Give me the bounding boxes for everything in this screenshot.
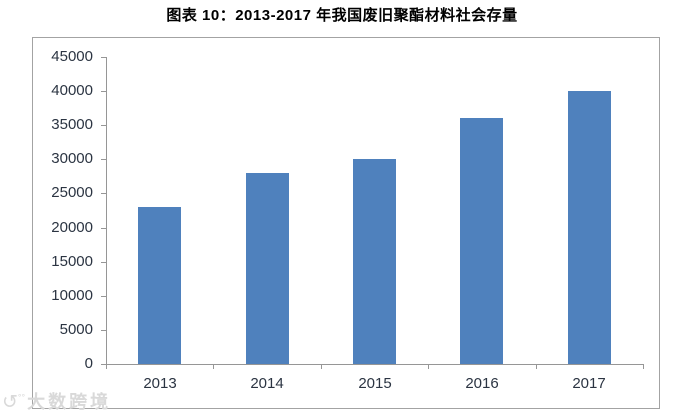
y-tick-mark (101, 296, 106, 297)
bar (246, 173, 289, 364)
y-tick-label: 40000 (51, 82, 93, 99)
bar (568, 91, 611, 364)
x-tick-label: 2017 (572, 375, 606, 392)
y-tick-label: 45000 (51, 48, 93, 65)
x-tick-mark (106, 364, 107, 369)
x-tick-label: 2016 (465, 375, 499, 392)
y-tick-mark (101, 364, 106, 365)
x-tick-mark (643, 364, 644, 369)
x-tick-label: 2014 (250, 375, 284, 392)
y-tick-label: 25000 (51, 184, 93, 201)
y-axis-line (106, 57, 107, 364)
y-tick-label: 5000 (59, 321, 93, 338)
bar (353, 159, 396, 364)
y-tick-mark (101, 57, 106, 58)
bar (138, 207, 181, 364)
y-tick-label: 10000 (51, 287, 93, 304)
y-tick-mark (101, 91, 106, 92)
x-tick-mark (536, 364, 537, 369)
x-tick-label: 2013 (143, 375, 177, 392)
watermark: ↺°° 大数跨境 (2, 388, 111, 414)
x-tick-mark (428, 364, 429, 369)
y-tick-mark (101, 193, 106, 194)
x-axis-line (106, 364, 644, 365)
y-tick-label: 20000 (51, 219, 93, 236)
y-tick-mark (101, 228, 106, 229)
y-tick-label: 15000 (51, 253, 93, 270)
chart-title: 图表 10：2013-2017 年我国废旧聚酯材料社会存量 (166, 7, 518, 24)
y-tick-mark (101, 330, 106, 331)
y-tick-label: 35000 (51, 116, 93, 133)
watermark-text: 大数跨境 (27, 392, 112, 412)
x-tick-label: 2015 (358, 375, 392, 392)
y-tick-mark (101, 159, 106, 160)
x-tick-mark (213, 364, 214, 369)
watermark-logo-icon: ↺°° (2, 392, 26, 413)
y-tick-label: 0 (84, 355, 93, 372)
x-tick-mark (321, 364, 322, 369)
y-tick-label: 30000 (51, 150, 93, 167)
y-tick-mark (101, 262, 106, 263)
y-tick-mark (101, 125, 106, 126)
bar (460, 118, 503, 364)
chart-area: 0 5000 10000 15000 20000 25000 30000 35000 40000… (32, 37, 660, 409)
